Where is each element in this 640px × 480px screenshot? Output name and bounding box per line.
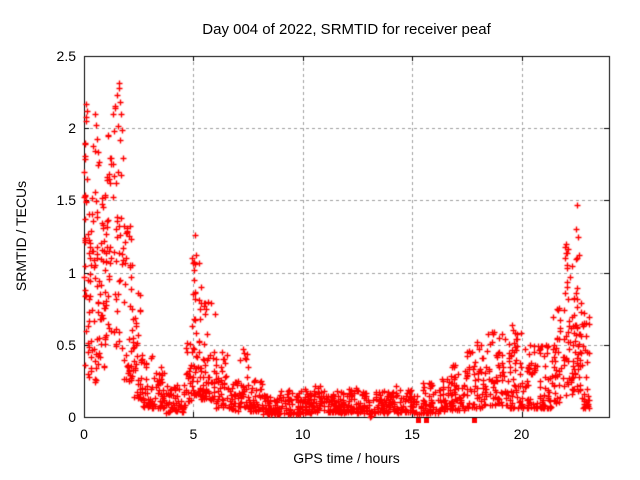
y-tick-label: 0 (68, 409, 76, 425)
chart-title: Day 004 of 2022, SRMTID for receiver pea… (202, 21, 491, 38)
y-tick-label: 2 (68, 120, 76, 137)
x-tick-label: 10 (294, 426, 311, 442)
y-tick-label: 1 (68, 264, 76, 281)
y-tick-label: 0.5 (56, 336, 76, 353)
x-tick-label: 0 (80, 426, 88, 442)
y-tick-label: 2.5 (56, 48, 76, 64)
x-tick-label: 20 (513, 426, 530, 442)
y-tick-label: 1.5 (56, 192, 76, 209)
x-axis-title: GPS time / hours (293, 450, 400, 466)
x-tick-label: 5 (189, 426, 198, 442)
x-tick-label: 15 (404, 426, 420, 442)
